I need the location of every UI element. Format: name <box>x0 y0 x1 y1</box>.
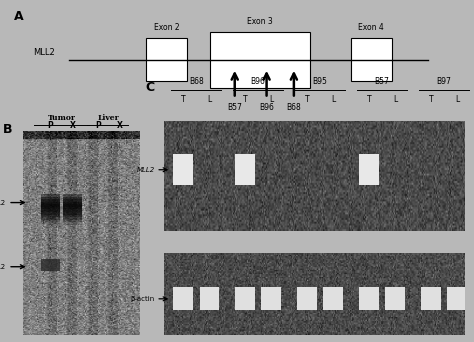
Bar <box>63 199 82 212</box>
Bar <box>235 154 255 185</box>
Text: T: T <box>428 95 433 104</box>
Bar <box>63 207 82 220</box>
Text: L: L <box>393 95 398 104</box>
Bar <box>41 212 60 225</box>
Text: MLL2: MLL2 <box>0 200 5 206</box>
Text: β-actin: β-actin <box>130 296 155 302</box>
Bar <box>63 194 82 207</box>
Bar <box>41 197 60 209</box>
Bar <box>297 287 317 311</box>
Bar <box>146 38 187 81</box>
Text: Exon 3: Exon 3 <box>247 17 273 26</box>
Text: Liver: Liver <box>98 114 119 122</box>
Text: X: X <box>69 121 75 130</box>
Bar <box>200 287 219 311</box>
Text: T: T <box>243 95 247 104</box>
Bar <box>359 154 379 185</box>
Text: C: C <box>146 81 155 94</box>
Bar <box>447 287 467 311</box>
Text: MLL2: MLL2 <box>137 167 155 173</box>
Text: T: T <box>181 95 185 104</box>
Text: T: T <box>305 95 309 104</box>
Bar <box>421 287 441 311</box>
Text: X: X <box>117 121 123 130</box>
Text: B96: B96 <box>259 103 274 111</box>
Bar <box>63 212 82 225</box>
Text: P: P <box>95 121 101 130</box>
Text: MLL2: MLL2 <box>33 48 55 57</box>
Text: L: L <box>269 95 273 104</box>
Text: B96: B96 <box>251 77 265 86</box>
Text: P: P <box>47 121 54 130</box>
Text: L: L <box>331 95 336 104</box>
Bar <box>41 204 60 217</box>
Bar <box>262 287 282 311</box>
Text: MLL2: MLL2 <box>0 264 5 270</box>
Bar <box>41 209 60 222</box>
Text: B57: B57 <box>374 77 390 86</box>
Bar <box>210 32 310 88</box>
Text: T: T <box>366 95 371 104</box>
Bar <box>41 194 60 207</box>
Text: B68: B68 <box>286 103 301 111</box>
Bar <box>173 154 193 185</box>
Bar <box>63 209 82 222</box>
Bar <box>323 287 343 311</box>
Text: A: A <box>14 10 24 23</box>
Text: L: L <box>455 95 459 104</box>
Text: Exon 4: Exon 4 <box>358 23 384 32</box>
Bar <box>173 287 193 311</box>
Bar <box>41 207 60 220</box>
Bar <box>63 204 82 217</box>
Bar <box>235 287 255 311</box>
Text: Exon 2: Exon 2 <box>154 23 179 32</box>
Text: B68: B68 <box>189 77 203 86</box>
Text: Tumor: Tumor <box>48 114 76 122</box>
Bar <box>41 259 60 271</box>
Bar <box>41 202 60 214</box>
Bar <box>385 287 405 311</box>
Bar <box>41 199 60 212</box>
Bar <box>63 202 82 214</box>
Text: B: B <box>3 123 12 136</box>
Text: B95: B95 <box>313 77 328 86</box>
Text: B57: B57 <box>228 103 242 111</box>
Bar <box>359 287 379 311</box>
Bar <box>63 197 82 209</box>
Text: B97: B97 <box>437 77 452 86</box>
Bar <box>351 38 392 81</box>
Text: L: L <box>207 95 211 104</box>
